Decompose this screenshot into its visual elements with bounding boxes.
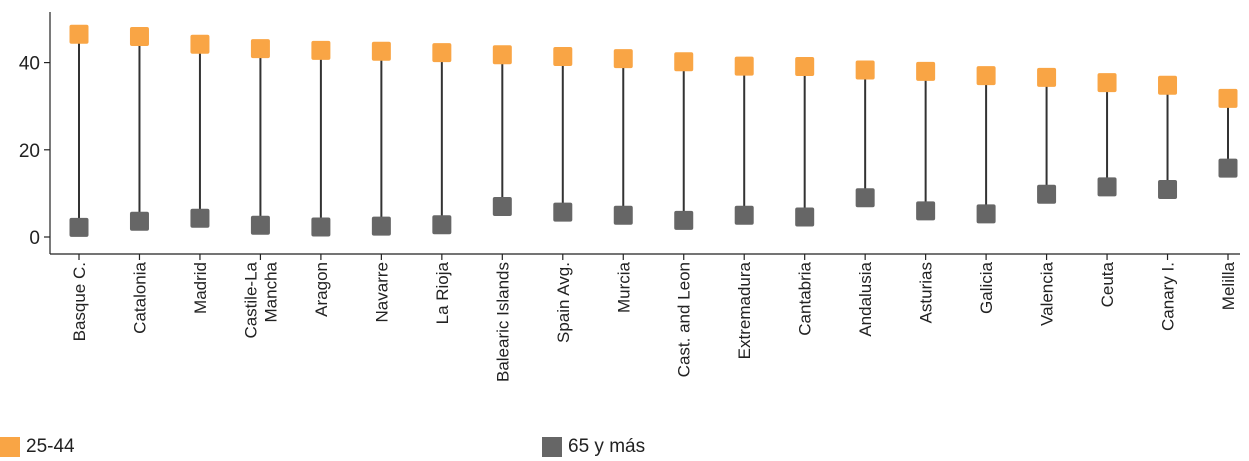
point-65-y-mas xyxy=(129,211,149,231)
point-65-y-mas xyxy=(553,202,573,222)
point-65-y-mas xyxy=(613,205,633,225)
x-tick-label: Cantabria xyxy=(796,261,815,335)
y-tick-label-20: 20 xyxy=(19,141,40,162)
x-tick-label: Valencia xyxy=(1038,261,1057,325)
x-axis: Basque C. Catalonia Madrid Castile-La Mancha… xyxy=(50,253,1240,382)
x-tick-label: Navarre xyxy=(372,262,391,322)
point-25-44 xyxy=(1218,88,1238,108)
x-tick-label: Aragon xyxy=(312,262,331,317)
point-65-y-mas xyxy=(1218,158,1238,178)
y-tick-label-0: 0 xyxy=(29,228,40,249)
point-25-44 xyxy=(69,24,89,44)
x-tick-label: Asturias xyxy=(917,262,936,323)
x-tick-label: Spain Avg. xyxy=(554,262,573,343)
x-tick-label: Extremadura xyxy=(735,261,754,359)
point-25-44 xyxy=(250,39,270,59)
point-25-44 xyxy=(795,57,815,77)
point-25-44 xyxy=(492,45,512,65)
point-25-44 xyxy=(553,46,573,66)
point-25-44 xyxy=(311,40,331,60)
point-25-44 xyxy=(855,60,875,80)
point-65-y-mas xyxy=(250,215,270,235)
point-65-y-mas xyxy=(1037,184,1057,204)
point-65-y-mas xyxy=(674,210,694,230)
x-tick-label: Cast. and Leon xyxy=(675,262,694,377)
point-25-44 xyxy=(1037,67,1057,87)
point-65-y-mas xyxy=(976,204,996,224)
point-65-y-mas xyxy=(734,205,754,225)
point-65-y-mas xyxy=(1158,179,1178,199)
x-tick-label: Canary I. xyxy=(1159,262,1178,331)
point-25-44 xyxy=(674,52,694,72)
x-tick-label: Balearic Islands xyxy=(493,262,512,382)
legend-item-25-44: 25-44 xyxy=(0,436,75,458)
point-25-44 xyxy=(129,26,149,46)
x-tick-label: Basque C. xyxy=(70,262,89,341)
chart-marks xyxy=(69,24,1238,237)
y-axis: 0 20 40 xyxy=(19,12,51,254)
point-25-44 xyxy=(1158,75,1178,95)
point-65-y-mas xyxy=(190,208,210,228)
point-65-y-mas xyxy=(371,216,391,236)
point-25-44 xyxy=(976,66,996,86)
point-25-44 xyxy=(190,34,210,54)
legend-label-65-y-mas: 65 y más xyxy=(568,436,646,457)
point-65-y-mas xyxy=(311,217,331,237)
point-65-y-mas xyxy=(492,196,512,216)
legend-swatch-orange xyxy=(0,437,20,457)
dumbbell-chart: 0 20 40 Basque C. Catalonia Madrid Castile-La… xyxy=(19,12,1240,382)
point-65-y-mas xyxy=(1097,177,1117,197)
x-tick-label: La Rioja xyxy=(433,261,452,324)
point-25-44 xyxy=(1097,73,1117,93)
legend-swatch-gray xyxy=(542,437,562,457)
y-tick-label-40: 40 xyxy=(19,54,40,75)
x-tick-label: Ceuta xyxy=(1098,261,1117,307)
x-tick-label: Mancha xyxy=(261,261,280,322)
x-tick-label: Catalonia xyxy=(130,261,149,333)
x-tick-label: Madrid xyxy=(191,262,210,314)
point-65-y-mas xyxy=(795,207,815,227)
point-25-44 xyxy=(613,49,633,69)
x-tick-label: Castile-La xyxy=(241,261,260,338)
point-65-y-mas xyxy=(855,188,875,208)
x-tick-label: Galicia xyxy=(977,261,996,314)
legend-label-25-44: 25-44 xyxy=(26,436,75,457)
x-tick-label: Andalusia xyxy=(856,261,875,336)
point-25-44 xyxy=(916,61,936,81)
legend-item-65-y-mas: 65 y más xyxy=(542,436,645,458)
point-25-44 xyxy=(371,41,391,61)
point-25-44 xyxy=(734,56,754,76)
point-65-y-mas xyxy=(69,217,89,237)
point-65-y-mas xyxy=(916,201,936,221)
point-25-44 xyxy=(432,43,452,63)
point-65-y-mas xyxy=(432,215,452,235)
x-tick-label: Melilla xyxy=(1219,261,1238,310)
x-tick-label: Murcia xyxy=(614,261,633,313)
